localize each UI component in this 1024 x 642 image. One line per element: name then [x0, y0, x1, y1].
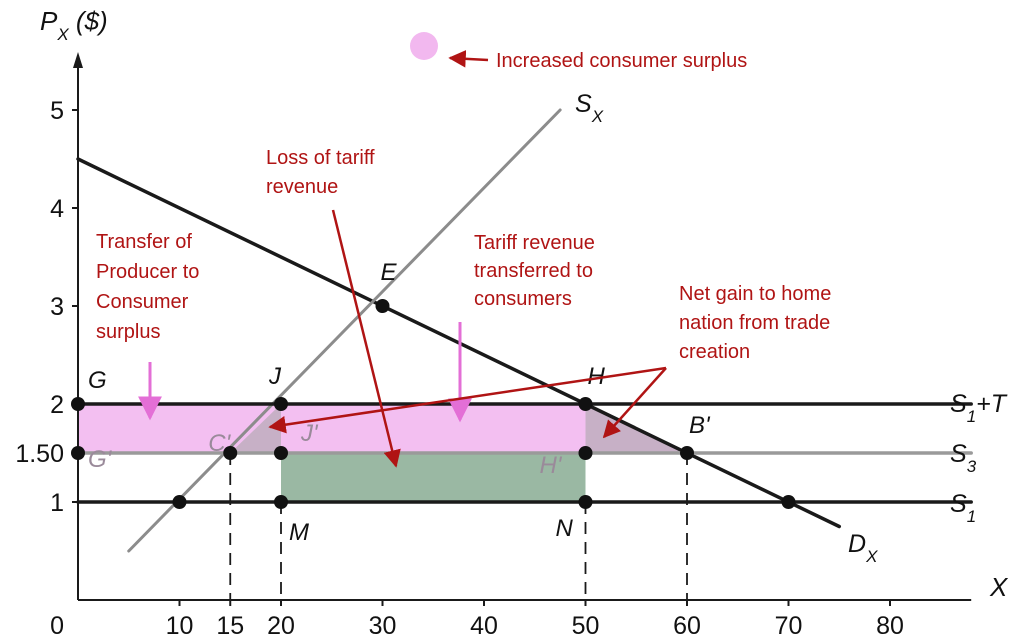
labels: E G J H G' C' J' H' B' M N: [88, 259, 711, 546]
point-label: G': [88, 446, 113, 473]
x-axis-title: X: [989, 572, 1009, 602]
point-dot: [172, 495, 187, 509]
axes: 1 1.50 2 3 4 5 10 15 20 30 40 50 60 70 80 0 X PX ($): [15, 6, 1009, 640]
x-tick-label: 60: [673, 612, 701, 640]
annotation-transfer-surplus: surplus: [96, 321, 160, 343]
point-label: M: [289, 519, 309, 546]
point-dot: [781, 495, 796, 509]
y-axis-arrow: [73, 52, 83, 68]
annotation-loss-tariff: Loss of tariff: [266, 147, 375, 169]
legend-arrow: [448, 50, 489, 68]
point-dot: [71, 446, 85, 460]
point-dot: [375, 299, 390, 313]
point-label: H: [588, 363, 606, 390]
point-label: H': [540, 452, 563, 479]
annotation-transfer-surplus: Transfer of: [96, 231, 192, 253]
shaded-regions: [78, 404, 687, 502]
series-line-sX: [127, 108, 562, 553]
annotation-net-gain: nation from trade: [679, 312, 830, 334]
annotations: Increased consumer surplus Loss of tariff…: [96, 32, 831, 468]
annotation-transfer-surplus: Consumer: [96, 291, 189, 313]
x-tick-label: 40: [470, 612, 498, 640]
annotation-transfer-surplus: Producer to: [96, 261, 199, 283]
point-dot: [71, 397, 85, 411]
x-tick-label: 15: [216, 612, 244, 640]
dashed-guides: [229, 453, 688, 600]
x-tick-label: 80: [876, 612, 904, 640]
series-label-s1: S1+T: [950, 390, 1008, 426]
y-tick-label: 5: [50, 97, 64, 125]
tariff-loss-region: [281, 453, 586, 502]
annotation-loss-tariff: revenue: [266, 176, 338, 198]
legend-text: Increased consumer surplus: [496, 50, 747, 72]
points: [71, 299, 796, 509]
point-label: J: [268, 363, 282, 390]
point-dot: [578, 397, 593, 411]
point-label: N: [556, 515, 574, 542]
arrow-net-gain-left: [268, 366, 667, 434]
x-tick-label: 30: [369, 612, 397, 640]
point-label: B': [689, 412, 711, 439]
point-label: C': [208, 430, 231, 457]
point-dot: [578, 446, 593, 460]
series-label-dX: DX: [848, 530, 878, 566]
legend-swatch: [410, 32, 438, 60]
y-tick-label: 2: [50, 391, 64, 419]
point-dot: [680, 446, 694, 460]
y-tick-label: 3: [50, 293, 64, 321]
x-tick-label: 70: [775, 612, 803, 640]
annotation-net-gain: creation: [679, 341, 750, 363]
arrow-net-gain-right: [602, 367, 667, 439]
arrow-loss-tariff: [331, 209, 401, 468]
point-label: E: [381, 259, 398, 286]
annotation-tariff-transfer: transferred to: [474, 260, 593, 282]
series-label-sX: SX: [575, 90, 604, 126]
x-tick-label: 50: [572, 612, 600, 640]
y-axis-title: PX ($): [40, 6, 108, 44]
y-tick-label: 1: [50, 489, 64, 517]
series-label-s1: S1: [950, 490, 976, 526]
y-tick-label: 1.50: [15, 440, 64, 468]
point-label: G: [88, 367, 107, 394]
annotation-net-gain: Net gain to home: [679, 283, 831, 305]
point-dot: [274, 397, 288, 411]
annotation-tariff-transfer: Tariff revenue: [474, 232, 595, 254]
point-dot: [223, 446, 238, 460]
x-tick-label: 10: [166, 612, 194, 640]
consumer-surplus-region: [78, 404, 586, 453]
point-dot: [274, 446, 288, 460]
y-tick-label: 4: [50, 195, 64, 223]
series-label-s3: S3: [950, 440, 977, 476]
origin-label: 0: [50, 612, 64, 640]
curves: DX SX S1+T S3 S1: [76, 90, 1008, 566]
annotation-tariff-transfer: consumers: [474, 288, 572, 310]
point-dot: [578, 495, 593, 509]
point-dot: [274, 495, 288, 509]
x-tick-label: 20: [267, 612, 295, 640]
point-label: J': [300, 420, 319, 447]
